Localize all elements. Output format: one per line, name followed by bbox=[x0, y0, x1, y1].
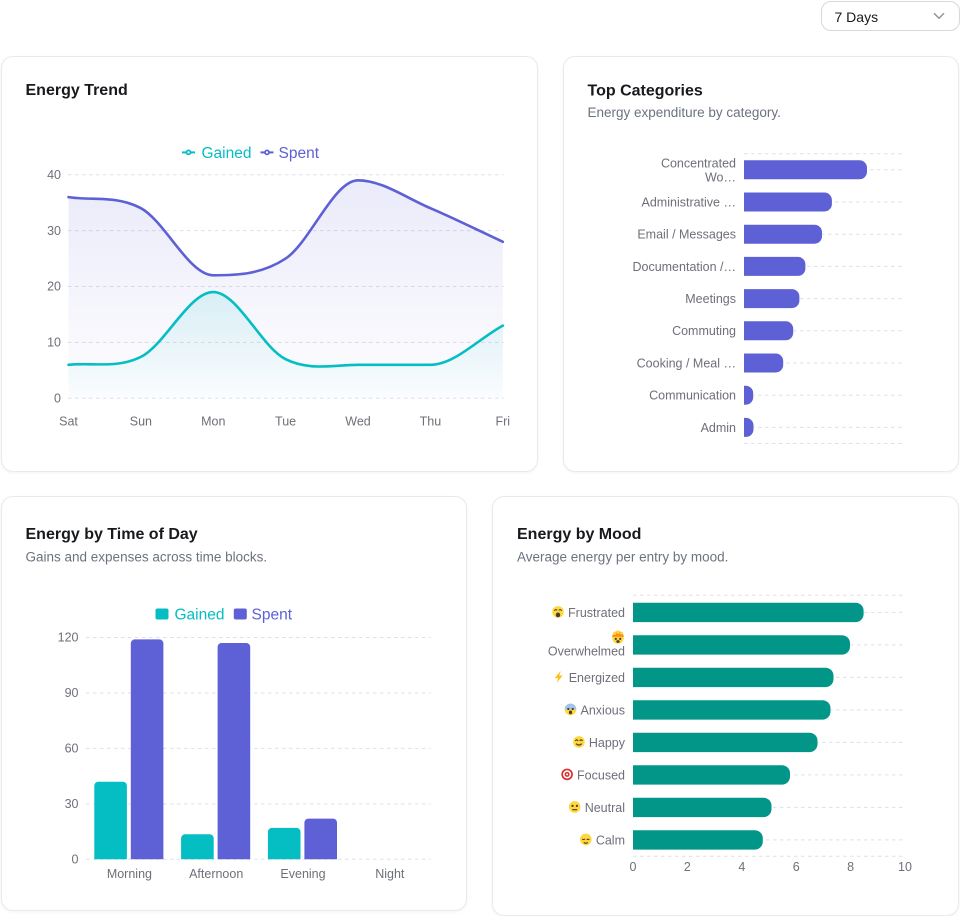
svg-text:30: 30 bbox=[47, 224, 61, 238]
svg-text:Cooking / Meal …: Cooking / Meal … bbox=[636, 356, 735, 370]
svg-text:Sat: Sat bbox=[59, 415, 78, 429]
svg-text:10: 10 bbox=[898, 860, 912, 874]
svg-text:Energized: Energized bbox=[569, 671, 625, 685]
svg-text:Night: Night bbox=[375, 867, 405, 881]
svg-text:Sun: Sun bbox=[130, 415, 152, 429]
svg-text:Gained: Gained bbox=[175, 606, 225, 623]
svg-text:30: 30 bbox=[65, 797, 79, 811]
svg-text:Focused: Focused bbox=[577, 768, 625, 782]
svg-text:0: 0 bbox=[630, 860, 637, 874]
svg-text:Commuting: Commuting bbox=[672, 324, 736, 338]
svg-text:Gains and expenses across time: Gains and expenses across time blocks. bbox=[26, 550, 268, 565]
svg-text:Thu: Thu bbox=[420, 415, 442, 429]
svg-text:Morning: Morning bbox=[107, 867, 152, 881]
svg-text:0: 0 bbox=[54, 392, 61, 406]
svg-text:Energy by Mood: Energy by Mood bbox=[517, 526, 641, 543]
svg-text:Spent: Spent bbox=[252, 606, 293, 623]
svg-text:Calm: Calm bbox=[596, 833, 625, 847]
svg-text:60: 60 bbox=[65, 742, 79, 756]
svg-text:Happy: Happy bbox=[589, 736, 626, 750]
svg-text:Average energy per entry by mo: Average energy per entry by mood. bbox=[517, 550, 728, 565]
svg-text:Energy expenditure by category: Energy expenditure by category. bbox=[587, 105, 780, 120]
svg-text:40: 40 bbox=[47, 168, 61, 182]
svg-text:Overwhelmed: Overwhelmed bbox=[548, 644, 625, 658]
svg-text:Communication: Communication bbox=[649, 389, 736, 403]
svg-text:0: 0 bbox=[72, 853, 79, 867]
svg-text:Meetings: Meetings bbox=[685, 292, 736, 306]
svg-text:Neutral: Neutral bbox=[585, 801, 625, 815]
svg-text:Concentrated: Concentrated bbox=[660, 157, 735, 171]
svg-text:2: 2 bbox=[684, 860, 691, 874]
svg-text:6: 6 bbox=[793, 860, 800, 874]
svg-text:120: 120 bbox=[58, 631, 79, 645]
svg-text:Anxious: Anxious bbox=[581, 703, 625, 717]
svg-text:Wed: Wed bbox=[345, 415, 371, 429]
svg-text:Administrative …: Administrative … bbox=[641, 195, 735, 209]
svg-text:90: 90 bbox=[65, 686, 79, 700]
svg-text:Wo…: Wo… bbox=[704, 171, 735, 185]
svg-text:20: 20 bbox=[47, 280, 61, 294]
svg-text:Fri: Fri bbox=[496, 415, 511, 429]
svg-text:Tue: Tue bbox=[275, 415, 296, 429]
svg-text:Documentation /…: Documentation /… bbox=[632, 260, 736, 274]
svg-text:Energy Trend: Energy Trend bbox=[26, 82, 128, 99]
svg-text:Mon: Mon bbox=[201, 415, 225, 429]
svg-text:Evening: Evening bbox=[280, 867, 325, 881]
svg-text:Afternoon: Afternoon bbox=[189, 867, 243, 881]
svg-text:4: 4 bbox=[738, 860, 745, 874]
svg-text:Email / Messages: Email / Messages bbox=[637, 228, 736, 242]
svg-text:8: 8 bbox=[847, 860, 854, 874]
svg-text:Frustrated: Frustrated bbox=[568, 606, 625, 620]
svg-text:Energy by Time of Day: Energy by Time of Day bbox=[26, 526, 198, 543]
svg-text:Spent: Spent bbox=[279, 145, 320, 162]
svg-text:Admin: Admin bbox=[700, 421, 735, 435]
svg-text:10: 10 bbox=[47, 336, 61, 350]
svg-text:Top Categories: Top Categories bbox=[587, 82, 702, 99]
svg-text:Gained: Gained bbox=[202, 145, 252, 162]
